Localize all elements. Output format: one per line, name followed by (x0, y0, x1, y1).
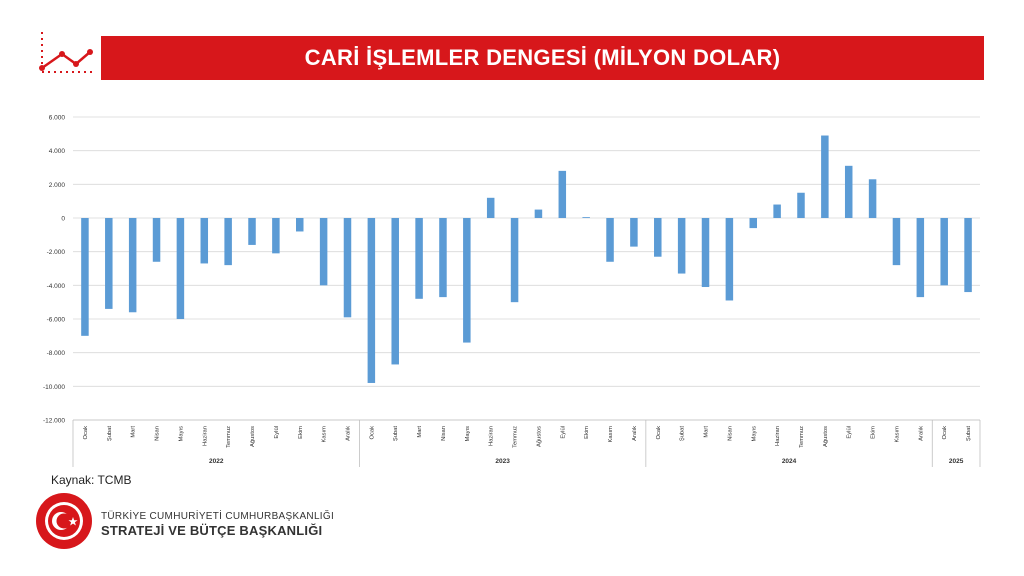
x-tick-label: Kasım (322, 426, 328, 443)
x-tick-label: Nisan (155, 426, 161, 441)
bar-Eylül (844, 165, 853, 218)
bar-Haziran (773, 204, 781, 218)
bar-Temmuz (797, 192, 805, 218)
x-tick-label: Temmuz (226, 426, 232, 448)
bar-Ocak (940, 218, 948, 286)
y-tick-label: 2.000 (49, 182, 66, 189)
bar-Kasım (319, 218, 328, 286)
x-tick-label: Haziran (775, 426, 781, 446)
y-tick-label: -8.000 (47, 350, 66, 357)
year-label: 2022 (209, 458, 224, 465)
bar-Aralık (630, 218, 638, 247)
bar-Nisan (439, 218, 447, 298)
bar-Aralık (343, 218, 352, 318)
x-tick-label: Şubat (107, 426, 113, 442)
x-tick-label: Eylül (274, 426, 280, 439)
y-tick-label: -12.000 (43, 418, 65, 425)
page-title: CARİ İŞLEMLER DENGESİ (MİLYON DOLAR) (304, 45, 781, 70)
bar-Eylül (558, 170, 567, 218)
x-tick-label: Ağustos (823, 426, 829, 447)
year-label: 2024 (782, 458, 797, 465)
bar-Aralık (916, 218, 925, 298)
x-tick-label: Ekim (871, 426, 877, 439)
bar-Kasım (606, 218, 614, 262)
x-tick-label: Mayıs (465, 426, 471, 442)
bar-Ağustos (821, 135, 829, 218)
x-tick-label: Mayıs (178, 426, 184, 442)
bar-Nisan (152, 218, 161, 262)
x-tick-label: Aralık (632, 426, 638, 441)
bar-Kasım (892, 218, 901, 266)
year-label: 2023 (495, 458, 510, 465)
bar-Şubat (105, 218, 113, 309)
bar-Haziran (486, 197, 495, 218)
bar-Şubat (964, 218, 972, 293)
bar-Haziran (200, 218, 209, 264)
bar-Ekim (868, 179, 877, 218)
x-tick-label: Haziran (489, 426, 495, 446)
bar-Ekim (296, 218, 304, 232)
x-tick-label: Mart (704, 426, 710, 438)
x-tick-label: Kasım (608, 426, 614, 443)
org-name-line2: STRATEJİ VE BÜTÇE BAŞKANLIĞI (101, 523, 323, 538)
bar-Ağustos (248, 218, 256, 245)
trend-line-icon (39, 32, 93, 73)
y-tick-label: 6.000 (49, 115, 66, 122)
y-tick-label: 4.000 (49, 148, 66, 155)
x-tick-label: Mart (417, 426, 423, 438)
x-tick-label: Aralık (345, 426, 351, 441)
x-tick-label: Şubat (966, 426, 972, 442)
x-tick-label: Ocak (369, 426, 375, 440)
bar-Temmuz (510, 218, 519, 303)
x-tick-label: Nisan (441, 426, 447, 441)
x-tick-label: Temmuz (799, 426, 805, 448)
ministry-seal-icon (36, 493, 92, 549)
bar-Şubat (391, 218, 399, 365)
x-tick-label: Ağustos (250, 426, 256, 447)
x-tick-label: Mart (131, 426, 137, 438)
y-tick-label: 0 (61, 216, 65, 223)
x-tick-label: Nisan (727, 426, 733, 441)
x-tick-label: Ekim (584, 426, 590, 439)
y-tick-label: -6.000 (47, 317, 66, 324)
x-tick-label: Ocak (656, 426, 662, 440)
bar-Mart (128, 218, 137, 313)
source-note: Kaynak: TCMB (51, 473, 132, 487)
bar-Ağustos (534, 209, 543, 218)
x-tick-label: Ocak (83, 426, 89, 440)
x-tick-label: Temmuz (513, 426, 519, 448)
bar-Ocak (654, 218, 662, 257)
x-tick-label: Ekim (298, 426, 304, 439)
bar-Mayıs (176, 218, 185, 319)
bar-Eylül (272, 218, 280, 254)
x-tick-label: Şubat (680, 426, 686, 442)
title-banner: CARİ İŞLEMLER DENGESİ (MİLYON DOLAR) (101, 36, 984, 80)
y-tick-label: -4.000 (47, 283, 66, 290)
x-tick-label: Şubat (393, 426, 399, 442)
bar-Ocak (367, 218, 376, 383)
bar-Nisan (725, 218, 734, 301)
org-name-line1: TÜRKİYE CUMHURİYETİ CUMHURBAŞKANLIĞI (101, 511, 335, 522)
y-tick-label: -10.000 (43, 384, 65, 391)
bar-Mart (701, 218, 710, 288)
x-tick-label: Ağustos (536, 426, 542, 447)
y-tick-label: -2.000 (47, 249, 66, 256)
x-tick-label: Eylül (560, 426, 566, 439)
bar-Ocak (81, 218, 89, 336)
bar-Ekim (582, 217, 590, 218)
bar-Mayıs (749, 218, 757, 229)
x-tick-label: Eylül (847, 426, 853, 439)
x-tick-label: Mayıs (751, 426, 757, 442)
bar-Mart (415, 218, 423, 299)
x-tick-label: Aralık (918, 426, 924, 441)
x-tick-label: Kasım (894, 426, 900, 443)
bar-Mayıs (463, 218, 471, 343)
x-tick-label: Haziran (202, 426, 208, 446)
year-label: 2025 (949, 458, 964, 465)
bar-Temmuz (224, 218, 232, 266)
bar-Şubat (677, 218, 686, 274)
x-tick-label: Ocak (942, 426, 948, 440)
